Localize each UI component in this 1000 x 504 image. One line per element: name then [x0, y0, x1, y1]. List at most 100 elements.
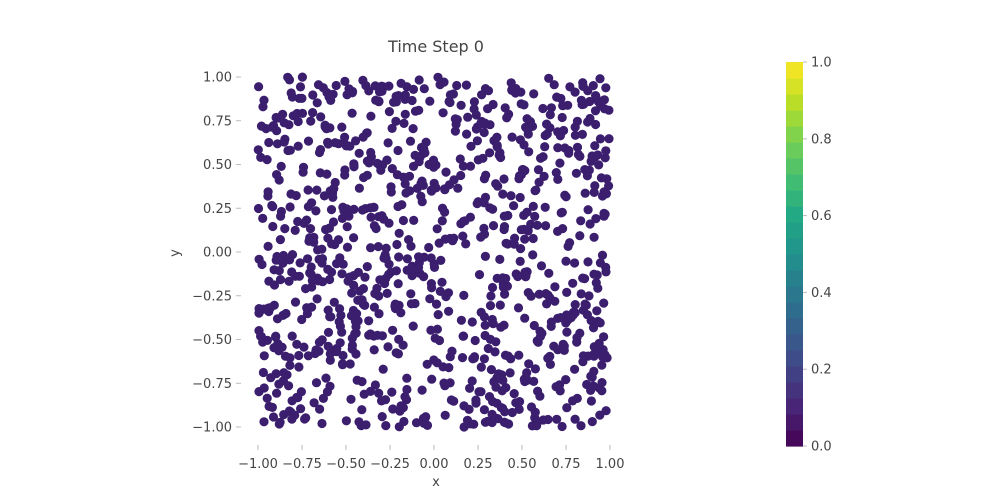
scatter-point	[290, 271, 300, 281]
scatter-point	[328, 192, 338, 202]
colorbar-segment	[786, 94, 803, 111]
scatter-point	[259, 351, 269, 361]
scatter-point	[533, 417, 543, 427]
scatter-point	[592, 306, 602, 316]
scatter-point	[432, 224, 442, 234]
scatter-point	[540, 202, 550, 212]
scatter-point	[405, 186, 415, 196]
scatter-point	[393, 279, 403, 289]
scatter-point	[536, 261, 547, 271]
scatter-point	[312, 185, 322, 195]
scatter-point	[312, 98, 322, 108]
scatter-point	[330, 138, 340, 148]
scatter-point	[308, 108, 318, 118]
scatter-point	[488, 221, 499, 231]
scatter-point	[594, 160, 604, 170]
colorbar-segment	[786, 366, 803, 383]
scatter-point	[317, 244, 327, 254]
scatter-point	[416, 191, 426, 201]
scatter-point	[294, 362, 304, 372]
scatter-point	[470, 335, 480, 346]
scatter-point	[438, 108, 448, 118]
scatter-point	[597, 378, 607, 388]
scatter-point	[495, 254, 505, 264]
scatter-point	[532, 220, 542, 230]
scatter-point	[279, 137, 289, 147]
x-tick-label: 1.00	[596, 457, 625, 472]
scatter-point	[406, 299, 416, 309]
scatter-point	[398, 215, 408, 226]
scatter-point	[392, 239, 402, 250]
scatter-point	[452, 80, 462, 91]
scatter-point	[399, 416, 409, 427]
scatter-point	[279, 368, 289, 378]
scatter-point	[560, 143, 570, 153]
scatter-point	[558, 101, 568, 111]
scatter-point	[570, 364, 580, 374]
x-tick-label: −0.25	[370, 457, 410, 472]
scatter-point	[486, 365, 496, 375]
scatter-point	[457, 353, 468, 363]
scatter-point	[555, 158, 565, 168]
scatter-point	[402, 254, 412, 264]
scatter-point	[544, 268, 554, 278]
scatter-point	[520, 234, 530, 244]
scatter-point	[323, 341, 333, 351]
scatter-point	[504, 109, 514, 119]
scatter-point	[514, 404, 524, 414]
scatter-point	[465, 419, 475, 429]
colorbar-tick-label: 0.4	[811, 286, 832, 301]
scatter-point	[556, 208, 566, 218]
scatter-point	[484, 392, 495, 402]
scatter-point	[286, 88, 296, 98]
scatter-point	[440, 234, 450, 244]
scatter-point	[506, 191, 516, 201]
scatter-point	[431, 160, 441, 170]
scatter-point	[384, 81, 394, 91]
scatter-point	[419, 84, 429, 94]
scatter-point	[404, 171, 415, 181]
scatter-point	[586, 315, 596, 326]
scatter-point	[549, 341, 559, 351]
scatter-point	[474, 270, 485, 280]
scatter-point	[485, 301, 496, 311]
scatter-point	[538, 152, 548, 162]
scatter-point	[311, 345, 321, 355]
scatter-point	[541, 221, 551, 231]
scatter-point	[545, 351, 555, 361]
scatter-point	[496, 322, 506, 332]
scatter-point	[258, 102, 268, 112]
scatter-point	[401, 395, 412, 405]
scatter-point	[596, 173, 607, 183]
scatter-point	[479, 354, 489, 364]
scatter-point	[591, 119, 601, 130]
scatter-point	[501, 238, 511, 248]
scatter-point	[371, 223, 381, 234]
y-axis-label: y	[168, 249, 183, 257]
scatter-point	[405, 136, 416, 146]
scatter-point	[347, 288, 357, 298]
scatter-point	[589, 351, 599, 361]
scatter-point	[456, 170, 466, 181]
scatter-point	[530, 364, 541, 374]
colorbar-segment	[786, 350, 803, 367]
scatter-point	[599, 298, 609, 308]
scatter-point	[275, 275, 286, 285]
scatter-point	[268, 221, 278, 232]
x-tick-label: −1.00	[238, 457, 278, 472]
scatter-point	[526, 291, 536, 301]
y-tick-label: −0.75	[192, 377, 232, 392]
scatter-point	[323, 327, 334, 337]
scatter-point	[309, 398, 319, 408]
scatter-point	[591, 278, 601, 288]
scatter-point	[570, 130, 581, 140]
scatter-point	[406, 241, 416, 251]
colorbar-tick-label: 1.0	[811, 56, 832, 71]
scatter-point	[303, 351, 313, 361]
scatter-point	[562, 310, 572, 320]
scatter-point	[515, 192, 525, 203]
scatter-point	[516, 99, 526, 109]
scatter-point	[292, 339, 302, 349]
scatter-point	[409, 215, 419, 225]
